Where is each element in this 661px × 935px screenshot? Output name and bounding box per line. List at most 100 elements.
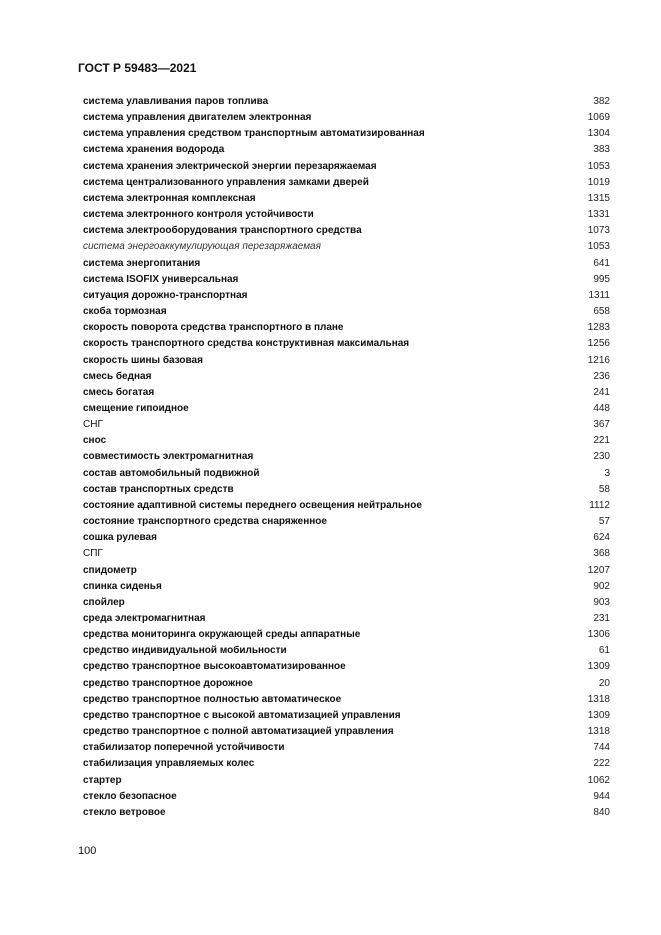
index-term: средство транспортное полностью автомати… <box>83 693 342 705</box>
index-entry: система энергопитания 641 <box>83 257 610 273</box>
index-entry: система электронного контроля устойчивос… <box>83 208 610 224</box>
index-page-ref: 1073 <box>587 225 610 237</box>
index-page-ref: 641 <box>593 257 610 269</box>
index-page-ref: 1309 <box>587 709 610 721</box>
index-entry: смесь богатая 241 <box>83 386 610 402</box>
index-term: система централизованного управления зам… <box>83 176 369 188</box>
index-page-ref: 231 <box>593 613 610 624</box>
index-entry: ситуация дорожно-транспортная 1311 <box>83 289 610 305</box>
index-entry: средство транспортное с полной автоматиз… <box>83 725 610 741</box>
index-page-ref: 448 <box>593 402 610 414</box>
page-number: 100 <box>78 845 97 857</box>
index-entry: скоба тормозная 658 <box>83 305 610 321</box>
index-entry: состояние адаптивной системы переднего о… <box>83 499 610 515</box>
index-term: система энергоаккумулирующая перезаряжае… <box>83 241 321 253</box>
index-page-ref: 1053 <box>587 160 610 172</box>
index-entry: система улавливания паров топлива 382 <box>83 95 610 111</box>
index-entry: система электронная комплексная 1315 <box>83 192 610 208</box>
index-term: состав транспортных средств <box>83 483 234 495</box>
index-entry: скорость транспортного средства конструк… <box>83 337 610 353</box>
index-page-ref: 744 <box>593 742 610 754</box>
index-entry: средство индивидуальной мобильности 61 <box>83 644 610 660</box>
index-page-ref: 222 <box>593 758 610 770</box>
index-term: система управления двигателем электронна… <box>83 112 312 124</box>
index-entry: спидометр 1207 <box>83 564 610 580</box>
index-page-ref: 58 <box>598 483 610 495</box>
index-entry: СПГ 368 <box>83 547 610 563</box>
index-term: средство транспортное дорожное <box>83 677 253 689</box>
index-term: средство транспортное с высокой автомати… <box>83 709 401 721</box>
index-entry: стекло ветровое 840 <box>83 806 610 822</box>
index-term: сошка рулевая <box>83 532 157 544</box>
index-term: средства мониторинга окружающей среды ап… <box>83 629 361 641</box>
index-term: скорость шины базовая <box>83 354 203 366</box>
index-term: СНГ <box>83 419 103 431</box>
index-entry: система управления средством транспортны… <box>83 127 610 143</box>
index-term: система хранения водорода <box>83 144 225 156</box>
index-entry: спойлер 903 <box>83 596 610 612</box>
index-list: система улавливания паров топлива 382 сист… <box>83 95 610 822</box>
index-entry: система централизованного управления зам… <box>83 176 610 192</box>
index-term: средство транспортное высокоавтоматизиро… <box>83 661 346 673</box>
index-term: смещение гипоидное <box>83 402 189 414</box>
index-term: стартер <box>83 774 122 786</box>
index-term: стекло безопасное <box>83 790 177 802</box>
index-page-ref: 221 <box>593 435 610 447</box>
index-page-ref: 57 <box>598 516 610 528</box>
index-term: стабилизатор поперечной устойчивости <box>83 742 285 754</box>
index-term: система электрооборудования транспортног… <box>83 225 362 237</box>
index-entry: система ISOFIX универсальная 995 <box>83 273 610 289</box>
index-entry: состав автомобильный подвижной 3 <box>83 467 610 483</box>
index-page-ref: 840 <box>593 806 610 818</box>
index-term: ситуация дорожно-транспортная <box>83 289 248 301</box>
index-term: состояние транспортного средства снаряже… <box>83 516 327 528</box>
index-entry: система хранения электрической энергии п… <box>83 160 610 176</box>
index-entry: состав транспортных средств 58 <box>83 483 610 499</box>
index-term: средство транспортное с полной автоматиз… <box>83 726 394 738</box>
index-page-ref: 1112 <box>589 499 610 511</box>
index-page-ref: 1315 <box>587 192 610 204</box>
index-page-ref: 902 <box>593 580 610 592</box>
index-page-ref: 624 <box>593 532 610 544</box>
index-page-ref: 1216 <box>587 354 610 366</box>
index-term: СПГ <box>83 548 103 560</box>
index-term: среда электромагнитная <box>83 613 206 624</box>
index-term: совместимость электромагнитная <box>83 451 254 463</box>
index-page-ref: 383 <box>593 144 610 156</box>
index-entry: система хранения водорода 383 <box>83 143 610 159</box>
index-entry: средство транспортное с высокой автомати… <box>83 709 610 725</box>
index-entry: стабилизатор поперечной устойчивости 744 <box>83 741 610 757</box>
index-page-ref: 658 <box>593 306 610 318</box>
index-term: снос <box>83 435 107 447</box>
index-entry: совместимость электромагнитная 230 <box>83 450 610 466</box>
index-entry: стартер 1062 <box>83 774 610 790</box>
index-page-ref: 995 <box>593 273 610 285</box>
index-page-ref: 1256 <box>587 338 610 350</box>
index-term: спинка сиденья <box>83 580 162 592</box>
index-entry: скорость шины базовая 1216 <box>83 354 610 370</box>
index-entry: смещение гипоидное 448 <box>83 402 610 418</box>
index-entry: стекло безопасное 944 <box>83 790 610 806</box>
index-entry: смесь бедная 236 <box>83 370 610 386</box>
index-page-ref: 1318 <box>587 693 610 705</box>
index-page-ref: 20 <box>598 677 610 689</box>
index-page-ref: 1207 <box>587 564 610 576</box>
index-entry: средство транспортное высокоавтоматизиро… <box>83 660 610 676</box>
index-entry: стабилизация управляемых колес 222 <box>83 757 610 773</box>
index-entry: состояние транспортного средства снаряже… <box>83 515 610 531</box>
index-entry: система энергоаккумулирующая перезаряжае… <box>83 240 610 256</box>
index-page-ref: 1309 <box>587 661 610 673</box>
index-entry: снос 221 <box>83 434 610 450</box>
index-page-ref: 367 <box>593 419 610 431</box>
index-entry: средства мониторинга окружающей среды ап… <box>83 628 610 644</box>
index-term: скорость поворота средства транспортного… <box>83 322 344 334</box>
index-term: спидометр <box>83 564 137 576</box>
index-page-ref: 1318 <box>587 726 610 738</box>
index-entry: среда электромагнитная 231 <box>83 612 610 628</box>
index-term: смесь бедная <box>83 370 152 382</box>
index-page-ref: 903 <box>593 596 610 608</box>
index-term: скоба тормозная <box>83 306 167 318</box>
index-term: система хранения электрической энергии п… <box>83 160 377 172</box>
index-term: скорость транспортного средства конструк… <box>83 338 410 350</box>
index-page-ref: 382 <box>593 96 610 107</box>
